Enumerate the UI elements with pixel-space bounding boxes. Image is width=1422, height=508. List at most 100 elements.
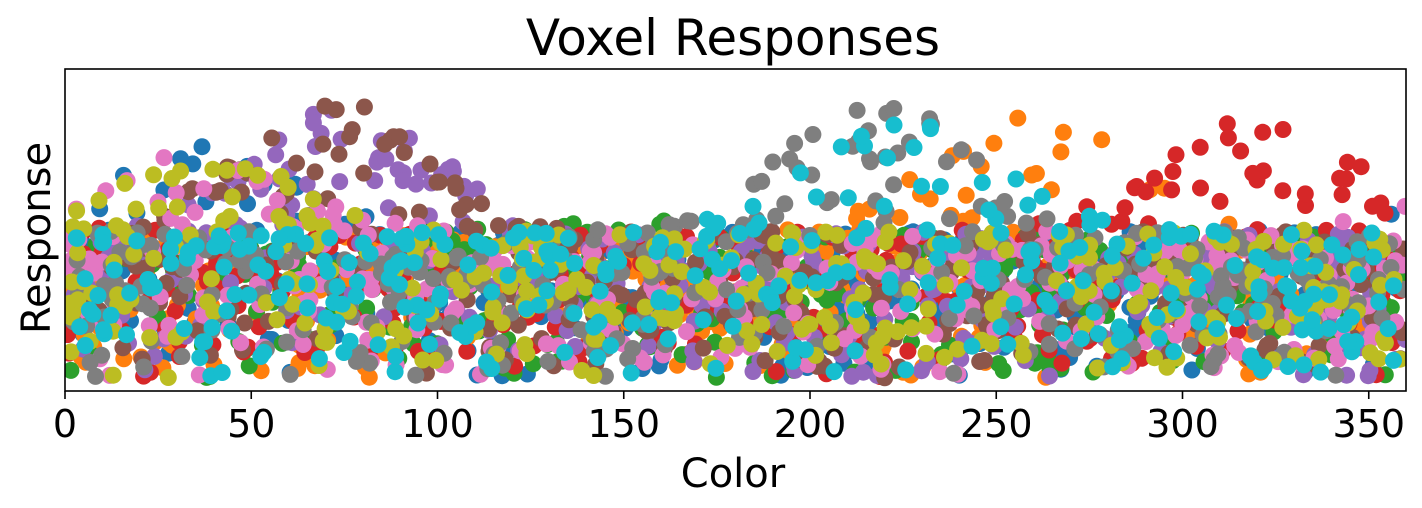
- scatter-point: [167, 184, 185, 202]
- scatter-point: [919, 300, 937, 318]
- scatter-point: [1019, 196, 1037, 214]
- scatter-point: [1110, 331, 1128, 349]
- scatter-point: [876, 233, 894, 251]
- scatter-point: [619, 350, 637, 368]
- scatter-point: [249, 256, 267, 274]
- scatter-point: [1123, 274, 1141, 292]
- scatter-point: [1274, 318, 1292, 336]
- scatter-point: [636, 298, 654, 316]
- scatter-point: [775, 317, 793, 335]
- scatter-point: [294, 336, 312, 353]
- scatter-point: [1208, 320, 1226, 338]
- scatter-point: [767, 207, 785, 225]
- scatter-point: [1085, 303, 1103, 321]
- scatter-point: [997, 241, 1015, 259]
- scatter-point: [1254, 123, 1272, 141]
- scatter-point: [321, 229, 339, 247]
- scatter-point: [1361, 362, 1379, 379]
- scatter-point: [848, 101, 866, 119]
- scatter-point: [341, 332, 359, 350]
- scatter-point: [377, 150, 395, 168]
- scatter-point: [673, 263, 691, 281]
- scatter-point: [856, 252, 874, 270]
- scatter-point: [478, 353, 495, 371]
- scatter-point: [76, 270, 94, 288]
- scatter-point: [1372, 276, 1389, 294]
- scatter-point: [1254, 251, 1271, 269]
- scatter-point: [1209, 345, 1227, 363]
- scatter-point: [391, 128, 409, 146]
- scatter-point: [881, 278, 899, 296]
- scatter-point: [591, 282, 609, 300]
- scatter-point: [1335, 316, 1353, 334]
- scatter-point: [1089, 325, 1107, 343]
- scatter-point: [682, 212, 700, 230]
- scatter-point: [611, 226, 629, 244]
- scatter-point: [590, 313, 608, 331]
- scatter-point: [589, 349, 607, 366]
- scatter-point: [1007, 170, 1025, 188]
- scatter-point: [355, 164, 373, 182]
- scatter-point: [1005, 295, 1023, 313]
- scatter-point: [1051, 254, 1069, 272]
- scatter-point: [179, 183, 197, 201]
- scatter-point: [758, 264, 776, 282]
- scatter-point: [1156, 258, 1174, 276]
- scatter-point: [204, 160, 222, 178]
- scatter-point: [709, 214, 727, 232]
- scatter-point: [297, 235, 315, 252]
- scatter-point: [288, 154, 305, 172]
- scatter-point: [767, 234, 785, 252]
- scatter-point: [376, 135, 394, 153]
- scatter-point: [1352, 158, 1370, 176]
- scatter-point: [568, 270, 586, 288]
- scatter-point: [484, 303, 502, 321]
- scatter-point: [1181, 245, 1199, 263]
- scatter-point: [738, 322, 756, 340]
- scatter-point: [1296, 185, 1314, 203]
- scatter-point: [1054, 123, 1072, 141]
- scatter-point: [922, 120, 939, 138]
- scatter-point: [1137, 183, 1155, 201]
- scatter-point: [387, 320, 405, 338]
- scatter-point: [141, 299, 159, 317]
- scatter-point: [314, 332, 332, 350]
- scatter-point: [328, 278, 346, 296]
- scatter-point: [1188, 280, 1206, 298]
- scatter-point: [418, 301, 436, 319]
- scatter-point: [330, 145, 348, 163]
- scatter-point: [1227, 310, 1245, 327]
- scatter-point: [957, 186, 975, 204]
- scatter-point: [867, 334, 885, 352]
- scatter-point: [1190, 313, 1208, 331]
- scatter-point: [328, 313, 346, 331]
- scatter-point: [655, 310, 673, 327]
- scatter-point: [390, 253, 408, 271]
- scatter-point: [955, 282, 973, 300]
- scatter-point: [1053, 354, 1071, 372]
- scatter-point: [1208, 246, 1226, 264]
- scatter-point: [394, 172, 412, 190]
- x-tick-label: 350: [1332, 402, 1405, 446]
- scatter-point: [263, 129, 281, 147]
- scatter-point: [895, 252, 912, 270]
- scatter-point: [128, 232, 146, 250]
- scatter-point: [854, 284, 872, 302]
- scatter-point: [310, 350, 328, 368]
- scatter-point: [1113, 212, 1131, 230]
- scatter-point: [407, 175, 425, 193]
- scatter-point: [1250, 285, 1268, 303]
- scatter-point: [718, 336, 736, 354]
- scatter-point: [1150, 329, 1168, 347]
- scatter-point: [650, 293, 668, 311]
- scatter-point: [1023, 241, 1041, 259]
- scatter-point: [499, 266, 517, 284]
- scatter-point: [538, 282, 556, 300]
- scatter-point: [821, 317, 839, 335]
- scatter-point: [397, 227, 415, 245]
- scatter-point: [69, 291, 87, 309]
- scatter-point: [65, 361, 80, 379]
- scatter-point: [875, 197, 893, 215]
- x-axis: 0 50 100 150 200 250 300 350: [53, 391, 1405, 446]
- scatter-point: [142, 279, 160, 297]
